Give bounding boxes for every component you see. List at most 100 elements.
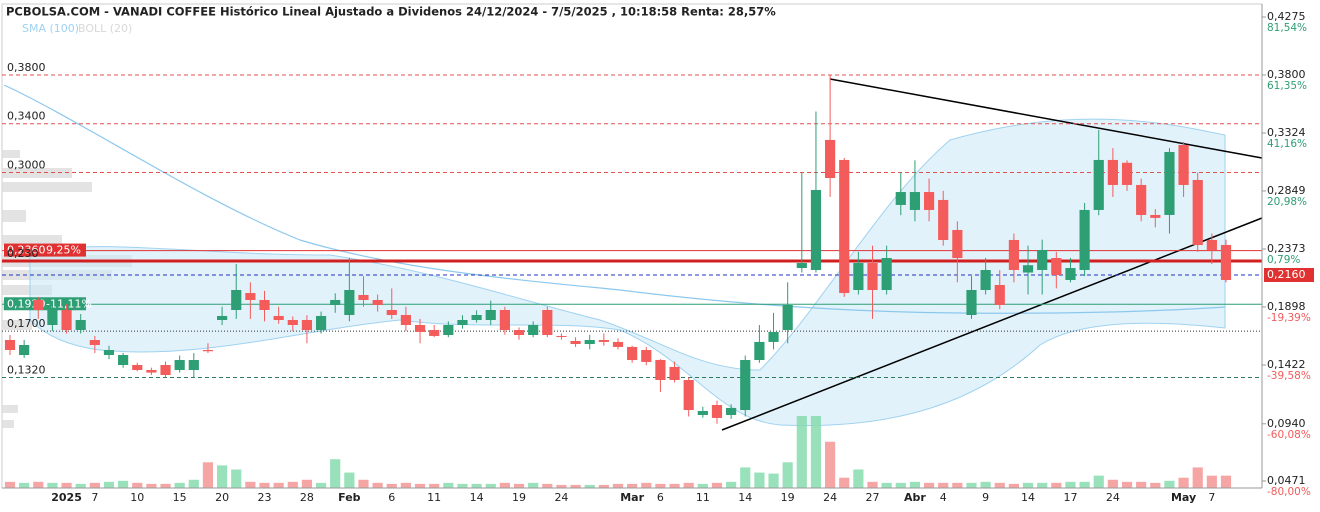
legend-boll: BOLL (20) — [78, 22, 132, 35]
volume-bar — [471, 483, 482, 488]
candle-body — [1178, 144, 1189, 185]
volume-bar — [61, 482, 72, 488]
candle-body — [909, 192, 921, 210]
candle-body — [1192, 179, 1203, 245]
candle-body — [146, 370, 157, 373]
volume-bar — [499, 482, 510, 488]
volume-bar — [1022, 482, 1034, 488]
candle-body — [89, 339, 100, 345]
y-tick-change: 81,54% — [1267, 22, 1307, 34]
volume-bar — [1150, 482, 1161, 488]
candle-body — [994, 284, 1005, 305]
volume-bar — [612, 483, 624, 488]
volume-bar — [400, 482, 411, 488]
candle-body — [273, 315, 284, 320]
volume-bar — [923, 482, 935, 488]
candle-body — [1121, 162, 1133, 185]
level-label: 0,3800 — [7, 61, 46, 74]
x-tick-label: Feb — [338, 491, 361, 504]
candle-body — [202, 349, 214, 352]
volume-bar — [683, 482, 694, 488]
volume-bar — [344, 472, 355, 488]
volume-bar — [174, 482, 185, 488]
candle-body — [556, 335, 567, 337]
x-tick-label: 7 — [1208, 491, 1215, 504]
candle-body — [245, 293, 256, 300]
y-tick-label: 0,2373 — [1267, 242, 1306, 255]
level-change: -11,11% — [46, 297, 92, 310]
candle-body — [301, 319, 313, 330]
candle-body — [1107, 159, 1118, 185]
volume-bar — [1192, 467, 1203, 488]
volume-bar — [301, 479, 313, 488]
y-tick-label: 0,3324 — [1267, 126, 1306, 139]
x-tick-label: 4 — [940, 491, 947, 504]
volume-bar — [825, 441, 836, 488]
volume-bar — [1164, 480, 1175, 488]
candle-body — [796, 263, 807, 269]
candle-body — [726, 407, 737, 416]
chart-title: PCBOLSA.COM - VANADI COFFEE Histórico Li… — [6, 5, 776, 19]
candle-body — [400, 314, 411, 325]
candle-body — [47, 309, 58, 325]
y-tick-change: 61,35% — [1267, 80, 1307, 92]
y-tick-change: -60,08% — [1267, 429, 1311, 441]
candle-body — [528, 324, 539, 335]
x-tick-label: 6 — [388, 491, 395, 504]
volume-bar — [895, 482, 906, 488]
candle-body — [655, 359, 666, 381]
last-price-box — [1264, 267, 1314, 282]
candle-body — [287, 319, 298, 325]
candle-body — [612, 341, 624, 347]
candle-body — [952, 229, 963, 259]
y-tick-change: 20,98% — [1267, 196, 1307, 208]
volume-bar — [443, 482, 454, 488]
volume-bar — [188, 479, 199, 488]
x-tick-label: 14 — [738, 491, 752, 504]
candle-body — [19, 344, 30, 355]
candle-body — [740, 359, 751, 411]
candle-body — [768, 331, 779, 342]
volume-bar — [513, 483, 525, 488]
candle-body — [1008, 239, 1019, 270]
volume-bar — [429, 483, 440, 488]
x-tick-label: 6 — [657, 491, 664, 504]
candle-body — [217, 315, 228, 320]
candle-body — [810, 189, 822, 270]
candle-body — [160, 365, 171, 376]
volume-bar — [1065, 481, 1076, 488]
volume-bar — [726, 481, 737, 488]
candle-body — [414, 324, 426, 332]
volume-bar — [570, 484, 581, 488]
volume-bar — [669, 483, 680, 488]
candle-body — [711, 405, 723, 418]
x-tick-label: 2025 — [51, 491, 82, 504]
candle-body — [754, 341, 765, 360]
y-tick-change: -19,39% — [1267, 312, 1311, 324]
candle-body — [1065, 268, 1076, 280]
candle-body — [570, 340, 581, 345]
candle-body — [1220, 244, 1232, 280]
volume-bar — [754, 472, 765, 488]
sma-line — [3, 84, 1226, 314]
legend-sma: SMA (100) — [22, 22, 79, 35]
candle-body — [669, 366, 680, 381]
candle-body — [1022, 265, 1034, 273]
candle-body — [358, 294, 369, 300]
volume-bar — [259, 482, 270, 488]
y-tick-change: -39,58% — [1267, 370, 1311, 382]
volume-bar — [711, 482, 723, 488]
candle-body — [839, 159, 850, 294]
volume-bar — [909, 481, 921, 488]
volume-bar — [740, 467, 751, 488]
y-tick-label: 0,0471 — [1267, 474, 1306, 487]
volume-bar — [231, 469, 242, 488]
y-tick-label: 0,4275 — [1267, 10, 1306, 23]
volume-bar — [160, 483, 171, 488]
x-tick-label: 24 — [1106, 491, 1120, 504]
volume-bar — [980, 481, 991, 488]
level-change: 9,25% — [46, 244, 81, 257]
x-tick-label: 20 — [215, 491, 229, 504]
candle-body — [386, 309, 397, 315]
candle-body — [33, 299, 44, 310]
